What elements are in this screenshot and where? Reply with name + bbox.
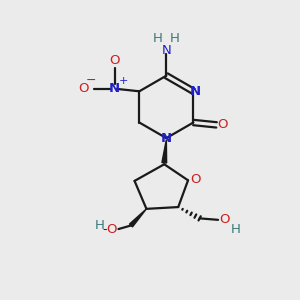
Text: O: O — [219, 213, 230, 226]
Text: N: N — [109, 82, 120, 95]
Polygon shape — [162, 140, 166, 163]
Text: O: O — [79, 82, 89, 95]
Text: N: N — [161, 44, 171, 57]
Text: O: O — [110, 54, 120, 67]
Text: −: − — [86, 74, 96, 86]
Text: O: O — [106, 223, 117, 236]
Text: +: + — [119, 76, 128, 85]
Polygon shape — [130, 209, 146, 227]
Text: O: O — [190, 173, 201, 186]
Text: H: H — [153, 32, 163, 45]
Text: H: H — [170, 32, 180, 45]
Text: H: H — [230, 223, 240, 236]
Text: O: O — [217, 118, 228, 131]
Text: N: N — [190, 85, 201, 98]
Text: -: - — [103, 223, 107, 236]
Text: H: H — [95, 219, 105, 232]
Text: N: N — [161, 132, 172, 145]
